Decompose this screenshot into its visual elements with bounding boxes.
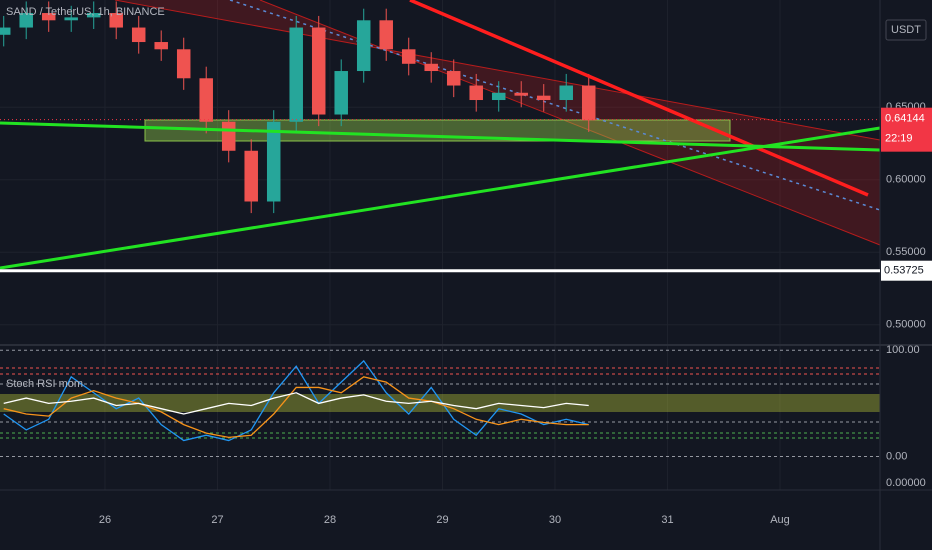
candle-body — [109, 13, 123, 28]
indicator-line — [3, 376, 589, 439]
last-price-box — [881, 107, 932, 152]
y-tick-label: 0.60000 — [886, 174, 926, 186]
x-tick-label: 27 — [211, 514, 223, 526]
candle-body — [401, 49, 416, 64]
candle-body — [131, 27, 146, 43]
x-tick-label: 29 — [436, 514, 448, 526]
indicator-tick-label: 0.00 — [886, 450, 907, 462]
x-tick-label: 30 — [549, 514, 561, 526]
currency-box — [885, 19, 927, 41]
extra-label: 0.00000 — [886, 477, 926, 489]
candle-body — [424, 63, 438, 72]
trendline — [0, 121, 881, 152]
indicator-line — [3, 359, 589, 442]
hline-label-box — [881, 260, 932, 281]
candle-body — [221, 121, 236, 151]
candle-body — [356, 20, 371, 72]
indicator — [0, 349, 880, 457]
countdown: 22:19 — [885, 133, 913, 145]
channel — [115, 0, 880, 245]
candle-body — [41, 13, 56, 21]
candle-body — [581, 85, 596, 121]
currency: USDT — [891, 24, 921, 36]
y-tick-label: 0.55000 — [886, 246, 926, 258]
candle-body — [154, 42, 168, 50]
trendline — [409, 0, 869, 197]
candle-body — [514, 92, 528, 96]
indicator-line — [3, 392, 589, 415]
candle-body — [289, 27, 303, 122]
last-price-label: 0.64144 — [885, 113, 925, 125]
candle-body — [0, 27, 11, 35]
candle-body — [469, 85, 483, 101]
candle-body — [379, 20, 393, 50]
x-tick-label: 26 — [99, 514, 111, 526]
candle-body — [86, 13, 101, 18]
candle-body — [176, 49, 191, 79]
candle-body — [244, 150, 258, 202]
zone — [144, 119, 731, 142]
candle-body — [266, 121, 281, 202]
candle-body — [491, 92, 506, 101]
candle-body — [64, 17, 78, 21]
x-tick-label: 31 — [661, 514, 673, 526]
candle-body — [199, 78, 213, 122]
hline-label: 0.53725 — [884, 265, 924, 277]
y-tick-label: 0.50000 — [886, 319, 926, 331]
candle-body — [311, 27, 326, 115]
candle-body — [559, 85, 573, 101]
mid-line — [229, 0, 881, 211]
channel-edge — [114, 0, 881, 141]
x-tick-label: Aug — [770, 514, 790, 526]
candle-body — [536, 95, 551, 101]
chart-title: SAND / TetherUS, 1h, BINANCE — [6, 6, 165, 18]
grid — [0, 0, 880, 490]
candle-body — [334, 71, 348, 115]
x-tick-label: 28 — [324, 514, 336, 526]
indicator-tick-label: 100.00 — [886, 344, 920, 356]
candle-body — [19, 13, 33, 28]
candle-body — [446, 71, 461, 86]
trendline — [0, 126, 881, 270]
indicator-title: Stoch RSI mom — [6, 378, 83, 390]
